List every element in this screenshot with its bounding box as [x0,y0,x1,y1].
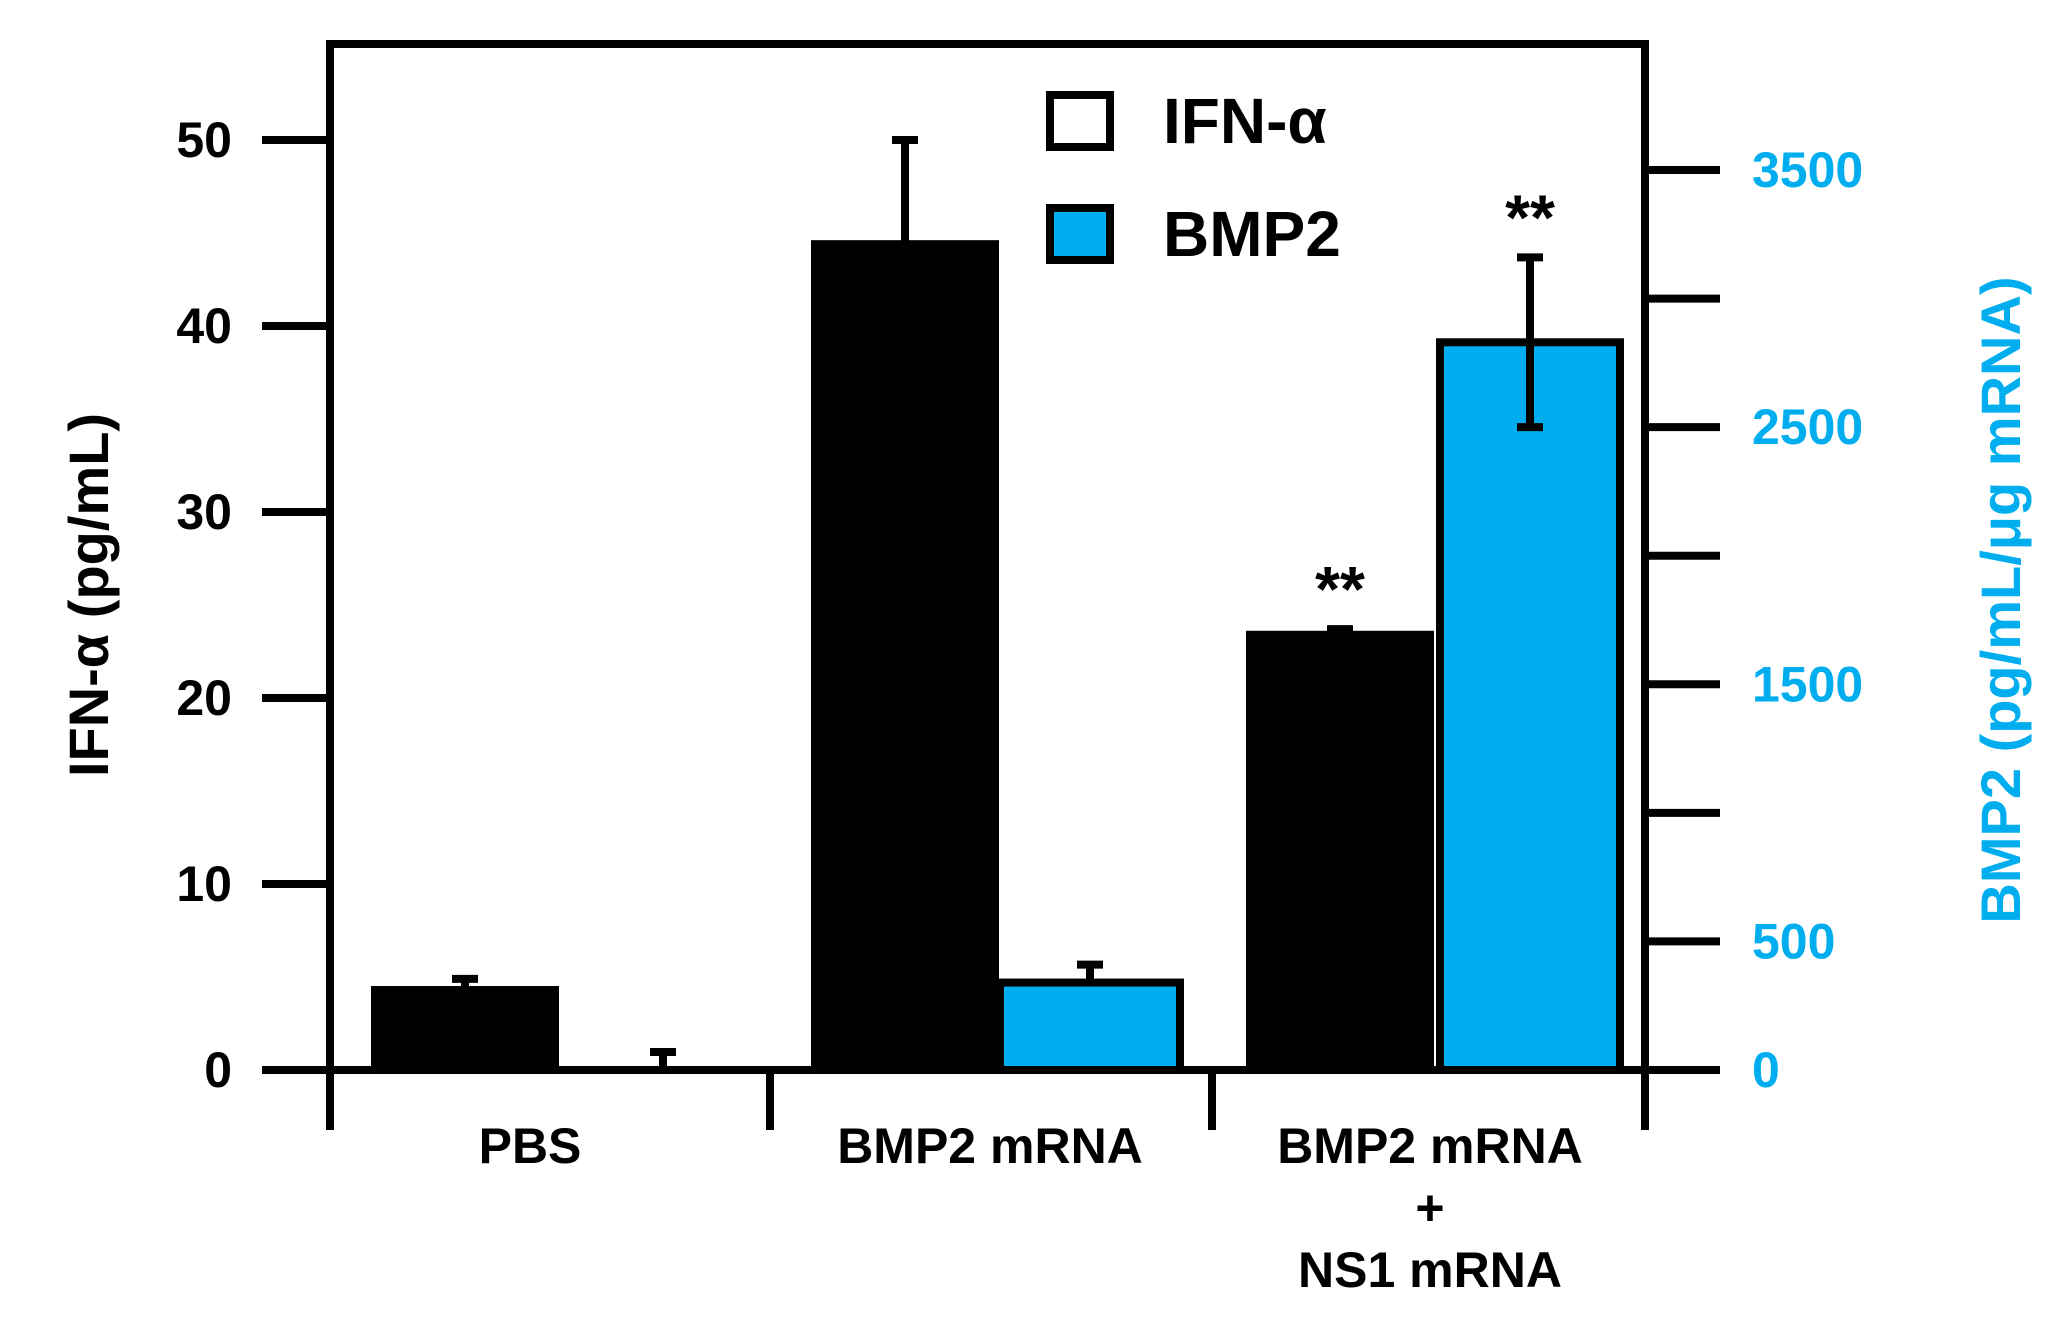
y-tick-label-left: 40 [176,298,232,354]
bar-bmp2 [1436,338,1624,1074]
y-tick-label-right: 500 [1752,913,1835,969]
x-category-label: BMP2 mRNA [837,1118,1143,1174]
bar-ifn-alpha [1246,630,1434,1074]
legend-swatch [1046,91,1114,151]
y-tick-label-left: 30 [176,484,232,540]
bar-bmp2 [996,978,1184,1074]
y-tick-label-right: 1500 [1752,656,1863,712]
x-category-label: PBS [479,1118,582,1174]
y-tick-label-left: 0 [204,1042,232,1098]
y-tick-label-left: 50 [176,112,232,168]
y-tick-label-right: 3500 [1752,142,1863,198]
y-tick-label-left: 10 [176,856,232,912]
x-category-label: + [1415,1180,1444,1236]
y-tick-label-right: 2500 [1752,399,1863,455]
bar-ifn-alpha [371,986,559,1075]
legend-swatch [1046,204,1114,264]
y-axis-title-left: IFN-α (pg/mL) [57,413,120,777]
y-tick-label-left: 20 [176,670,232,726]
significance-marker-ifn-alpha: ** [1315,553,1365,625]
y-tick-label-right: 0 [1752,1042,1780,1098]
x-category-label: BMP2 mRNA [1277,1118,1583,1174]
bar-ifn-alpha [811,240,999,1075]
y-axis-title-right: BMP2 (pg/mL/μg mRNA) [1969,276,2032,923]
legend-label: BMP2 [1163,198,1341,270]
x-category-label: NS1 mRNA [1298,1242,1562,1298]
significance-marker-bmp2: ** [1505,181,1555,253]
legend-label: IFN-α [1163,85,1327,157]
